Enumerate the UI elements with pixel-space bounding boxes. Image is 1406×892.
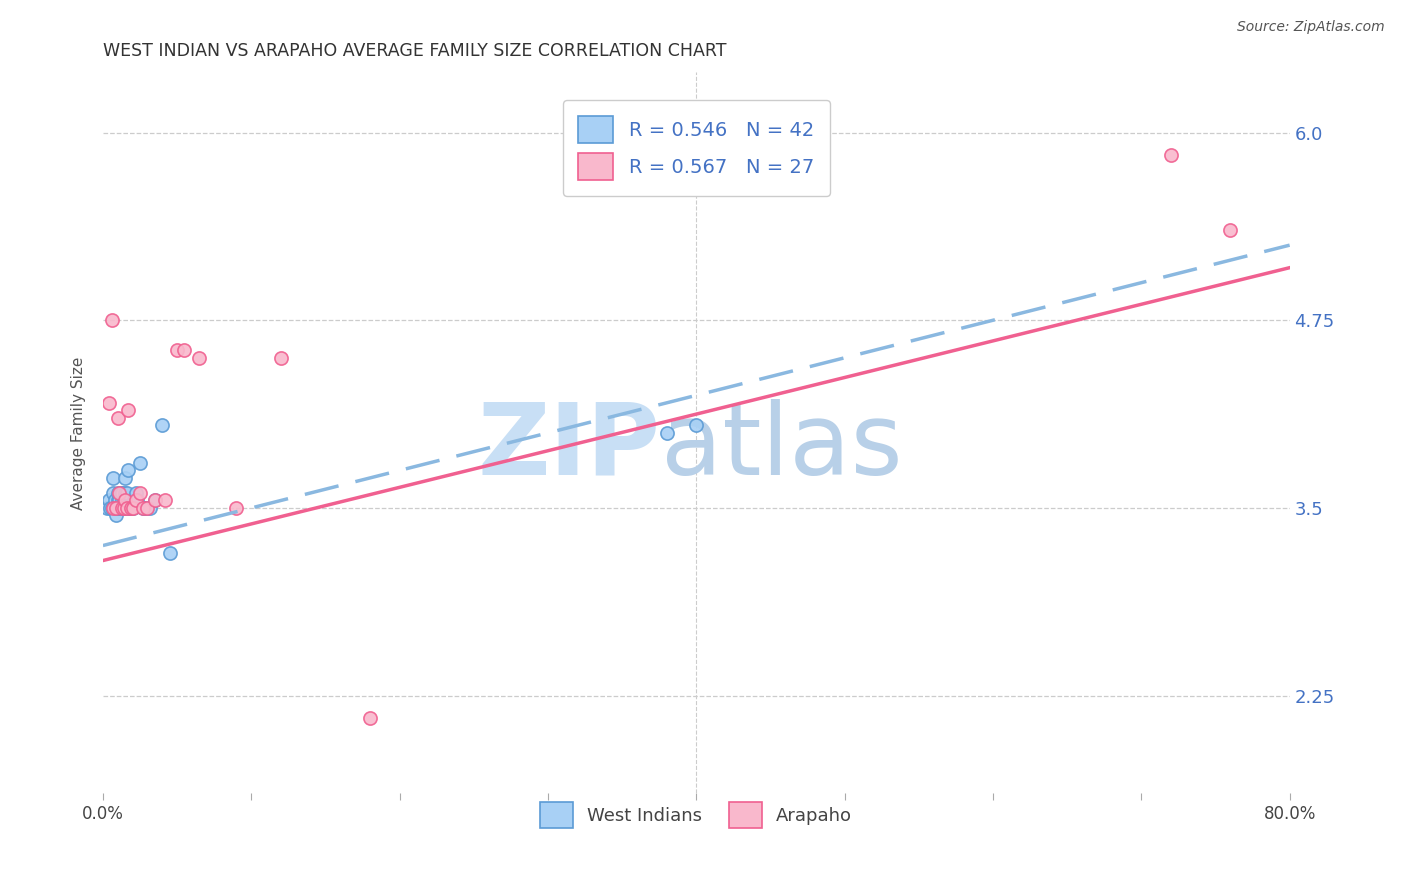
Point [685,418,707,433]
Point [115,486,138,500]
Point [101,500,124,515]
Point [120,500,142,515]
Point [103,486,125,500]
Point [136,500,159,515]
Point [117,403,139,417]
Point [107,410,129,425]
Point [120,500,142,515]
Point [1160,148,1182,162]
Text: WEST INDIAN VS ARAPAHO AVERAGE FAMILY SIZE CORRELATION CHART: WEST INDIAN VS ARAPAHO AVERAGE FAMILY SI… [103,42,727,60]
Point [143,493,166,508]
Point [118,500,141,515]
Point [117,463,139,477]
Y-axis label: Average Family Size: Average Family Size [72,356,86,509]
Point [105,500,128,515]
Point [122,493,145,508]
Point [111,493,134,508]
Point [114,486,136,500]
Point [112,500,135,515]
Point [155,493,177,508]
Text: Source: ZipAtlas.com: Source: ZipAtlas.com [1237,20,1385,34]
Point [96,500,118,515]
Text: atlas: atlas [661,399,903,496]
Point [359,711,381,725]
Point [114,471,136,485]
Point [173,343,195,358]
Point [98,500,121,515]
Point [134,500,156,515]
Point [107,493,129,508]
Point [225,500,247,515]
Point [166,343,188,358]
Point [108,500,131,515]
Point [104,493,127,508]
Point [121,500,143,515]
Point [150,418,173,433]
Point [114,493,136,508]
Point [132,500,155,515]
Point [101,313,124,327]
Text: ZIP: ZIP [478,399,661,496]
Point [125,493,148,508]
Point [115,500,138,515]
Point [103,500,125,515]
Point [111,500,134,515]
Point [115,500,138,515]
Point [110,500,132,515]
Point [111,486,134,500]
Legend: West Indians, Arapaho: West Indians, Arapaho [533,795,859,835]
Point [105,500,128,515]
Point [121,500,143,515]
Point [132,500,155,515]
Point [97,396,120,410]
Point [107,500,129,515]
Point [112,493,135,508]
Point [110,486,132,500]
Point [124,493,146,508]
Point [129,486,152,500]
Point [188,351,211,365]
Point [108,486,131,500]
Point [270,351,292,365]
Point [159,546,181,560]
Point [104,500,127,515]
Point [103,471,125,485]
Point [136,500,159,515]
Point [129,456,152,470]
Point [97,493,120,508]
Point [143,493,166,508]
Point [124,486,146,500]
Point [112,500,135,515]
Point [655,425,678,440]
Point [105,508,128,523]
Point [1219,223,1241,237]
Point [107,486,129,500]
Point [108,493,131,508]
Point [139,500,162,515]
